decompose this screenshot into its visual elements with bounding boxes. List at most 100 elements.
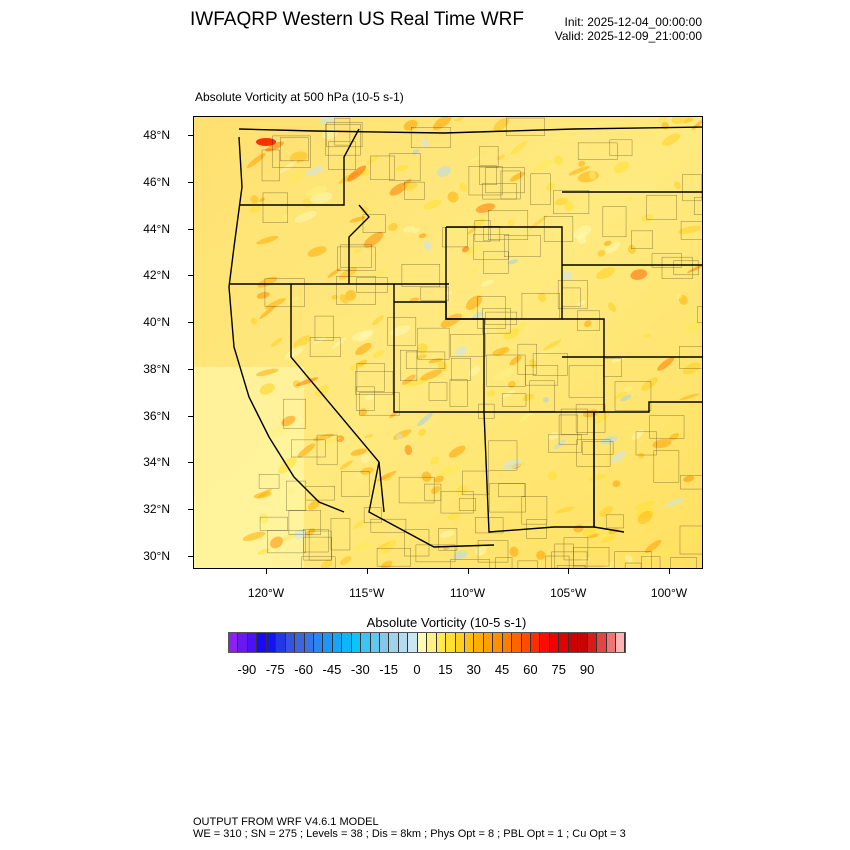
vorticity-patch	[508, 380, 516, 388]
vorticity-patch	[294, 211, 317, 223]
vorticity-patch	[638, 452, 645, 459]
vorticity-patch	[501, 390, 516, 398]
county-outline	[679, 346, 702, 369]
vorticity-patch	[613, 391, 628, 399]
vorticity-patch	[625, 554, 633, 563]
county-outline	[682, 174, 702, 202]
colorbar-label: 30	[466, 662, 481, 677]
vorticity-patch	[433, 475, 444, 483]
lon-tick	[669, 569, 670, 574]
county-outline	[316, 434, 338, 466]
county-outline	[362, 214, 386, 233]
vorticity-patch	[423, 240, 432, 252]
county-outline	[680, 474, 702, 490]
vorticity-patch	[459, 182, 468, 192]
vorticity-patch	[519, 410, 535, 423]
county-outline	[543, 216, 574, 242]
vorticity-patch	[588, 474, 607, 481]
vorticity-patch	[509, 546, 519, 557]
lon-tick-label: 115°W	[349, 586, 385, 600]
vorticity-patch	[360, 454, 370, 464]
county-outline	[477, 540, 509, 563]
vorticity-patch	[620, 394, 632, 402]
canada-border	[238, 126, 702, 134]
county-outline	[334, 117, 351, 146]
vorticity-patch	[630, 269, 648, 280]
colorbar-swatch	[597, 633, 607, 652]
colorbar-swatch	[417, 633, 428, 652]
colorbar-label: 0	[413, 662, 421, 677]
county-outline	[653, 450, 680, 483]
vorticity-patch	[448, 445, 466, 458]
vorticity-patch	[599, 506, 613, 517]
vorticity-patch	[347, 165, 367, 182]
vorticity-patch	[610, 450, 627, 464]
county-outline	[428, 382, 448, 401]
county-outline	[506, 117, 545, 136]
colorbar-swatch	[247, 633, 258, 652]
county-outline	[641, 556, 661, 568]
vorticity-patch	[402, 374, 416, 385]
colorbar-swatch	[361, 633, 371, 652]
vorticity-patch	[305, 185, 328, 197]
colorbar-swatch	[578, 633, 588, 652]
county-outline	[635, 431, 657, 456]
county-outline	[356, 363, 385, 392]
vorticity-patch	[665, 497, 684, 507]
vorticity-patch	[373, 350, 385, 358]
vorticity-patch	[453, 117, 465, 122]
vorticity-patch	[363, 231, 384, 248]
vorticity-patch	[353, 248, 362, 254]
vorticity-patch	[507, 259, 519, 265]
vorticity-patch	[364, 434, 374, 439]
vorticity-patch	[279, 159, 298, 174]
map-field	[194, 117, 702, 568]
lat-tick-label: 44°N	[143, 221, 170, 236]
county-outline	[325, 124, 361, 156]
county-outline	[485, 311, 517, 325]
colorbar-label: -15	[379, 662, 399, 677]
vorticity-patch	[420, 369, 442, 381]
vorticity-patch	[607, 302, 617, 312]
vorticity-patch	[495, 323, 505, 334]
colorbar-label: 75	[551, 662, 566, 677]
valid-time: Valid: 2025-12-09_21:00:00	[554, 29, 702, 43]
county-outline	[577, 310, 600, 331]
county-outline	[355, 371, 394, 395]
vorticity-patch	[543, 339, 562, 351]
vorticity-patch	[509, 171, 525, 182]
county-outline	[404, 529, 430, 557]
vorticity-patch	[255, 368, 279, 377]
vorticity-patch	[320, 559, 332, 568]
county-outline	[576, 439, 611, 467]
vorticity-patch	[657, 357, 675, 371]
county-outline	[291, 439, 326, 458]
colorbar-swatch	[370, 633, 380, 652]
vorticity-patch	[256, 291, 270, 299]
colorbar-swatch	[229, 633, 239, 652]
county-outline	[560, 408, 588, 435]
county-outline	[328, 141, 356, 170]
vorticity-patch	[564, 201, 574, 211]
colorbar-swatch	[568, 633, 579, 652]
vorticity-patch	[412, 227, 420, 234]
colorbar-label: -90	[237, 662, 257, 677]
lat-tick	[188, 462, 193, 464]
vorticity-patch	[583, 320, 592, 328]
vorticity-patch	[612, 480, 621, 488]
vorticity-patch	[465, 295, 483, 311]
county-outline	[376, 548, 411, 567]
vorticity-patch	[652, 439, 672, 449]
county-outline	[400, 349, 418, 381]
county-outline	[479, 146, 499, 168]
mexico-border	[368, 461, 495, 548]
colorbar-swatch	[313, 633, 324, 652]
plot-title: IWFAQRP Western US Real Time WRF	[190, 9, 524, 30]
vorticity-patch	[293, 335, 311, 349]
model-info: OUTPUT FROM WRF V4.6.1 MODEL WE = 310 ; …	[193, 816, 626, 840]
lat-tick-label: 32°N	[143, 502, 170, 517]
county-outline	[557, 280, 588, 310]
county-outline	[556, 565, 586, 568]
county-outline	[563, 537, 589, 561]
vorticity-patch	[259, 383, 275, 395]
